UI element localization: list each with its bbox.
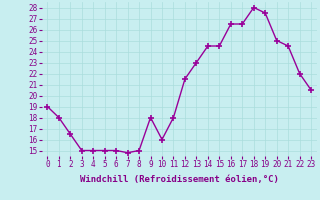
X-axis label: Windchill (Refroidissement éolien,°C): Windchill (Refroidissement éolien,°C) — [80, 175, 279, 184]
